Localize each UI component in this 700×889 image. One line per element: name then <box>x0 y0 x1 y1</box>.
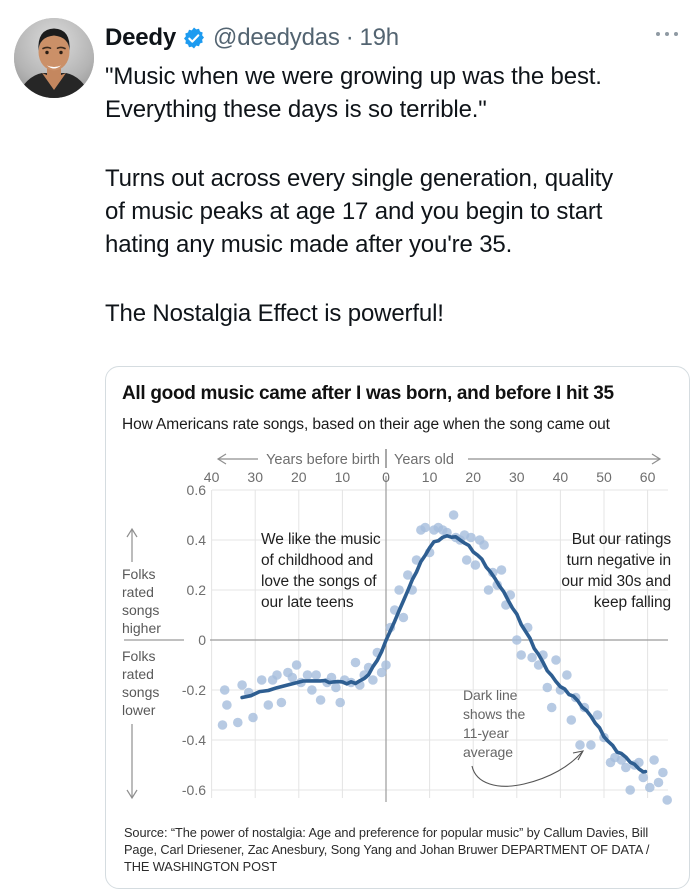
annotation-arrow <box>471 750 585 787</box>
axis-label-years-before-birth: Years before birth <box>266 452 380 468</box>
svg-text:-0.4: -0.4 <box>182 732 206 748</box>
svg-text:10: 10 <box>335 469 351 485</box>
chart-source: Source: “The power of nostalgia: Age and… <box>124 825 650 874</box>
verified-icon <box>184 27 205 49</box>
svg-text:40: 40 <box>204 469 220 485</box>
more-horizontal-dots-icon <box>656 32 660 36</box>
tweet-paragraph-conclusion: The Nostalgia Effect is powerful! <box>105 300 444 327</box>
svg-text:0.2: 0.2 <box>187 582 207 598</box>
svg-text:0.4: 0.4 <box>187 532 207 548</box>
annotation-dark-line: Dark line shows the 11-year average <box>463 687 526 760</box>
avatar-portrait <box>14 18 94 98</box>
avatar[interactable] <box>14 18 94 98</box>
axis-arrows <box>126 449 662 800</box>
chart-canvas: 40 30 20 10 0 10 20 30 40 50 60 0.6 0.4 0.2 0 -0.2 -0.4 -… <box>124 449 672 805</box>
more-button[interactable] <box>656 32 678 36</box>
author-handle[interactable]: @deedydas <box>213 24 340 51</box>
timestamp[interactable]: 19h <box>359 24 400 51</box>
svg-text:40: 40 <box>553 469 569 485</box>
svg-text:-0.6: -0.6 <box>182 782 206 798</box>
tick-labels: 40 30 20 10 0 10 20 30 40 50 60 0.6 0.4 0.2 0 -0.2 -0.4 -… <box>182 452 656 798</box>
annotation-childhood: We like the music of childhood and love … <box>261 531 381 611</box>
svg-text:30: 30 <box>247 469 263 485</box>
tweet-paragraph-finding: Turns out across every single generation… <box>105 165 614 258</box>
svg-text:30: 30 <box>509 469 525 485</box>
svg-text:-0.2: -0.2 <box>182 682 206 698</box>
ylabel-rated-lower: Folks rated songs lower <box>122 648 160 718</box>
svg-text:0.6: 0.6 <box>187 482 207 498</box>
meta-separator: · <box>345 24 354 51</box>
svg-text:0: 0 <box>198 632 206 648</box>
axis-label-years-old: Years old <box>394 452 454 468</box>
svg-text:20: 20 <box>465 469 481 485</box>
author-name[interactable]: Deedy <box>105 24 177 51</box>
gridlines <box>211 489 668 798</box>
svg-text:20: 20 <box>291 469 307 485</box>
chart-card[interactable]: All good music came after I was born, an… <box>105 366 690 889</box>
tweet-body: Deedy @deedydas · 19h "Music when we wer… <box>105 0 690 889</box>
chart-title: All good music came after I was born, an… <box>122 383 614 404</box>
svg-text:50: 50 <box>596 469 612 485</box>
chart-subtitle: How Americans rate songs, based on their… <box>122 416 610 433</box>
annotation-mid30s: But our ratings turn negative in our mid… <box>561 531 671 611</box>
ylabel-rated-higher: Folks rated songs higher <box>122 566 161 636</box>
chart-area: 40 30 20 10 0 10 20 30 40 50 60 0.6 0.4 0.2 0 -0.2 -0.4 -… <box>122 446 675 816</box>
svg-text:60: 60 <box>640 469 656 485</box>
svg-text:0: 0 <box>382 469 390 485</box>
tweet-paragraph-quote: "Music when we were growing up was the b… <box>105 63 602 123</box>
author-row: Deedy @deedydas · 19h <box>105 24 690 52</box>
average-line <box>240 534 648 774</box>
svg-text:10: 10 <box>422 469 438 485</box>
